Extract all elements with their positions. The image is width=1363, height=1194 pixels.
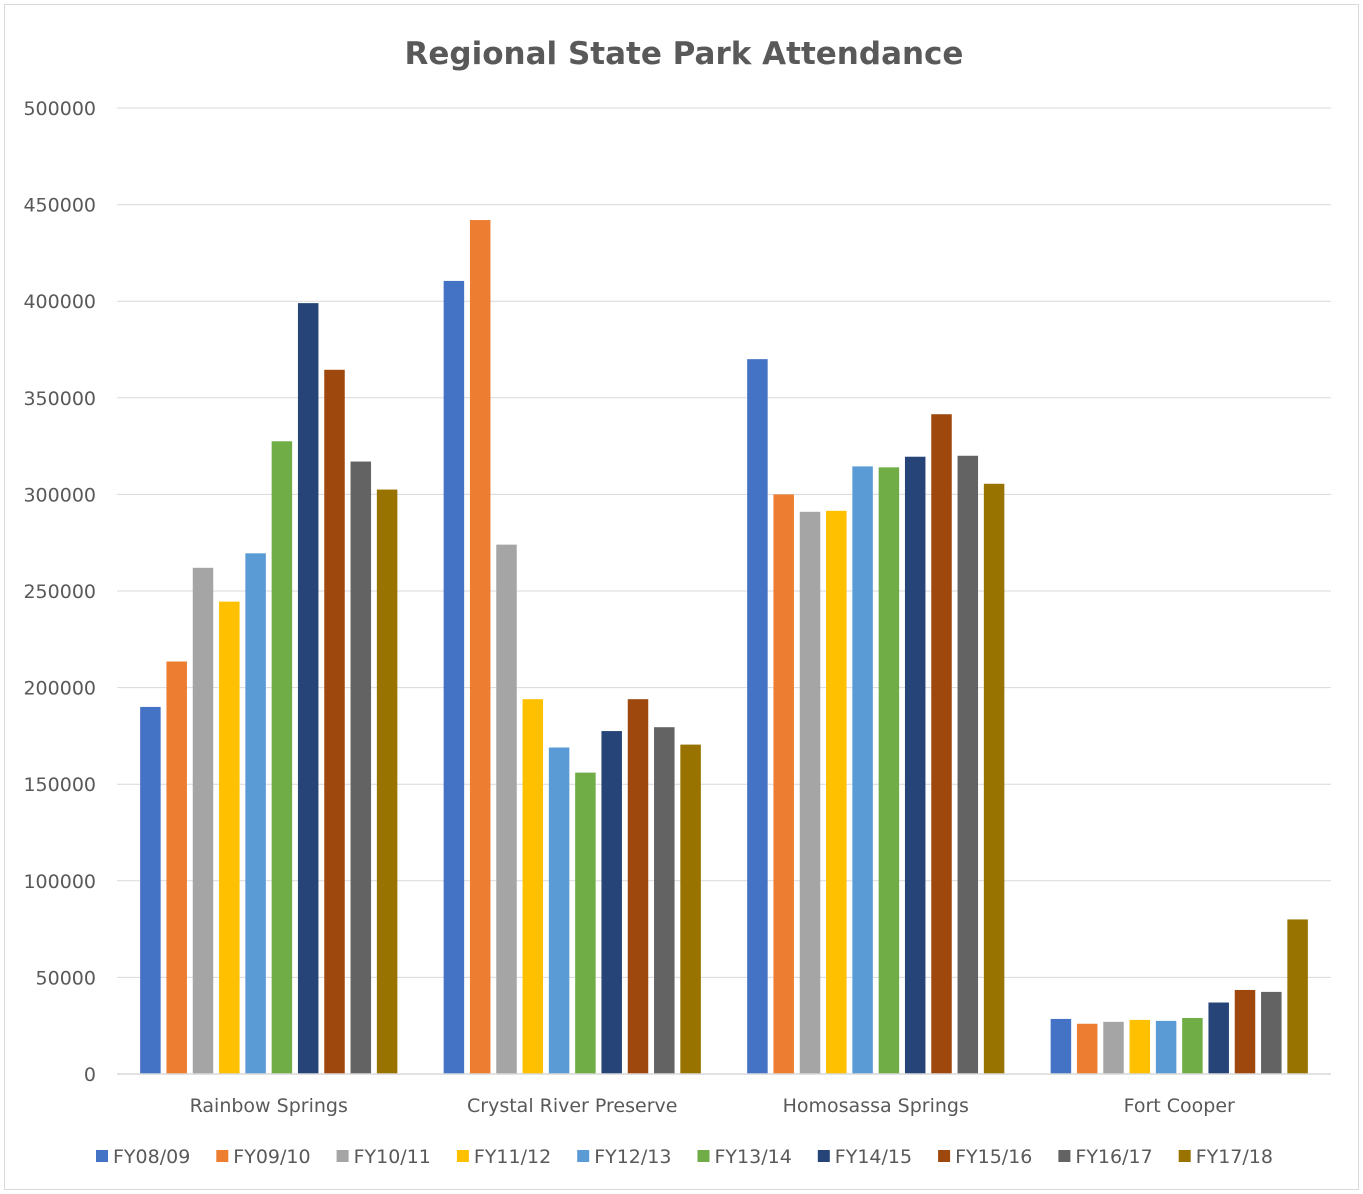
legend-swatch — [817, 1150, 830, 1162]
bar — [496, 544, 517, 1074]
legend-item: FY15/16 — [938, 1146, 1032, 1168]
legend-item: FY17/18 — [1178, 1146, 1273, 1168]
bars — [140, 220, 1308, 1075]
bar — [192, 567, 214, 1074]
bar — [931, 414, 952, 1074]
chart-title: Regional State Park Attendance — [405, 36, 964, 72]
bar — [1261, 991, 1282, 1074]
bar — [601, 731, 622, 1074]
legend-swatch — [577, 1150, 590, 1162]
x-tick-label: Homosassa Springs — [783, 1095, 969, 1117]
legend-item: FY08/09 — [96, 1146, 190, 1168]
bar — [654, 727, 675, 1074]
bar — [1103, 1021, 1124, 1074]
legend-item: FY11/12 — [456, 1146, 551, 1168]
legend-item: FY14/15 — [817, 1146, 912, 1168]
y-tick-label: 450000 — [23, 195, 96, 217]
bar — [522, 699, 544, 1074]
y-tick-label: 250000 — [23, 581, 96, 603]
legend-swatch — [456, 1150, 469, 1162]
bar — [350, 461, 372, 1074]
legend-swatch — [96, 1150, 108, 1162]
y-tick-label: 300000 — [23, 484, 96, 506]
bar — [1050, 1018, 1072, 1074]
legend-label: FY10/11 — [354, 1146, 431, 1168]
legend-swatch — [697, 1150, 710, 1162]
legend-item: FY09/10 — [216, 1146, 311, 1168]
bar — [1287, 919, 1308, 1074]
legend-label: FY12/13 — [594, 1146, 671, 1168]
legend-label: FY13/14 — [715, 1146, 792, 1168]
legend-label: FY08/09 — [113, 1146, 190, 1168]
legend-swatch — [216, 1150, 229, 1162]
x-tick-label: Fort Cooper — [1124, 1095, 1235, 1117]
bar — [878, 467, 900, 1074]
bar — [957, 455, 979, 1074]
bar — [1129, 1019, 1151, 1074]
y-tick-label: 200000 — [23, 678, 96, 700]
bar — [1155, 1020, 1177, 1074]
bar — [297, 303, 319, 1075]
bar — [799, 511, 821, 1075]
bar — [1076, 1023, 1098, 1074]
legend-swatch — [1058, 1150, 1071, 1162]
bar — [1234, 989, 1256, 1074]
y-tick-label: 100000 — [23, 871, 96, 893]
x-axis-category-labels: Rainbow Springs Crystal River Preserve Hom… — [190, 1095, 1235, 1117]
bar — [826, 510, 847, 1074]
gridlines — [117, 107, 1331, 978]
legend: FY08/09 FY09/10 FY10/11 FY11/12 FY12/13 FY13/… — [96, 1146, 1273, 1168]
legend-swatch — [938, 1150, 951, 1162]
bar — [680, 744, 701, 1074]
legend-label: FY15/16 — [955, 1146, 1032, 1168]
bar — [271, 441, 293, 1074]
x-tick-label: Crystal River Preserve — [467, 1095, 677, 1117]
bar — [1208, 1002, 1229, 1074]
bar — [773, 494, 794, 1074]
legend-label: FY11/12 — [474, 1146, 551, 1168]
y-tick-label: 50000 — [36, 967, 96, 989]
y-tick-label: 350000 — [23, 388, 96, 410]
bar — [1182, 1017, 1203, 1074]
bar — [627, 699, 649, 1074]
bar — [469, 220, 491, 1074]
legend-item: FY13/14 — [697, 1146, 792, 1168]
y-tick-label: 400000 — [23, 291, 96, 313]
legend-label: FY16/17 — [1075, 1146, 1152, 1168]
bar — [376, 489, 398, 1074]
legend-label: FY14/15 — [835, 1146, 912, 1168]
bar — [324, 369, 345, 1074]
bar — [219, 601, 240, 1074]
bar — [904, 456, 926, 1074]
bar — [747, 359, 768, 1074]
x-tick-label: Rainbow Springs — [190, 1095, 348, 1117]
y-axis-tick-labels: 0 50000 100000 150000 200000 250000 300000 3500… — [23, 98, 96, 1086]
legend-item: FY16/17 — [1058, 1146, 1153, 1168]
bar — [140, 706, 161, 1074]
legend-item: FY10/11 — [336, 1146, 431, 1168]
legend-swatch — [1178, 1150, 1191, 1162]
y-tick-label: 0 — [84, 1064, 96, 1086]
legend-label: FY17/18 — [1196, 1146, 1273, 1168]
bar — [575, 772, 596, 1074]
legend-label: FY09/10 — [233, 1146, 310, 1168]
legend-item: FY12/13 — [577, 1146, 671, 1168]
legend-swatch — [336, 1150, 349, 1162]
y-tick-label: 150000 — [23, 774, 96, 796]
bar — [852, 466, 873, 1074]
bar — [245, 553, 266, 1074]
bar — [548, 747, 570, 1074]
bar — [166, 661, 187, 1074]
bar — [443, 280, 465, 1074]
bar — [983, 483, 1005, 1074]
y-tick-label: 500000 — [23, 98, 96, 120]
